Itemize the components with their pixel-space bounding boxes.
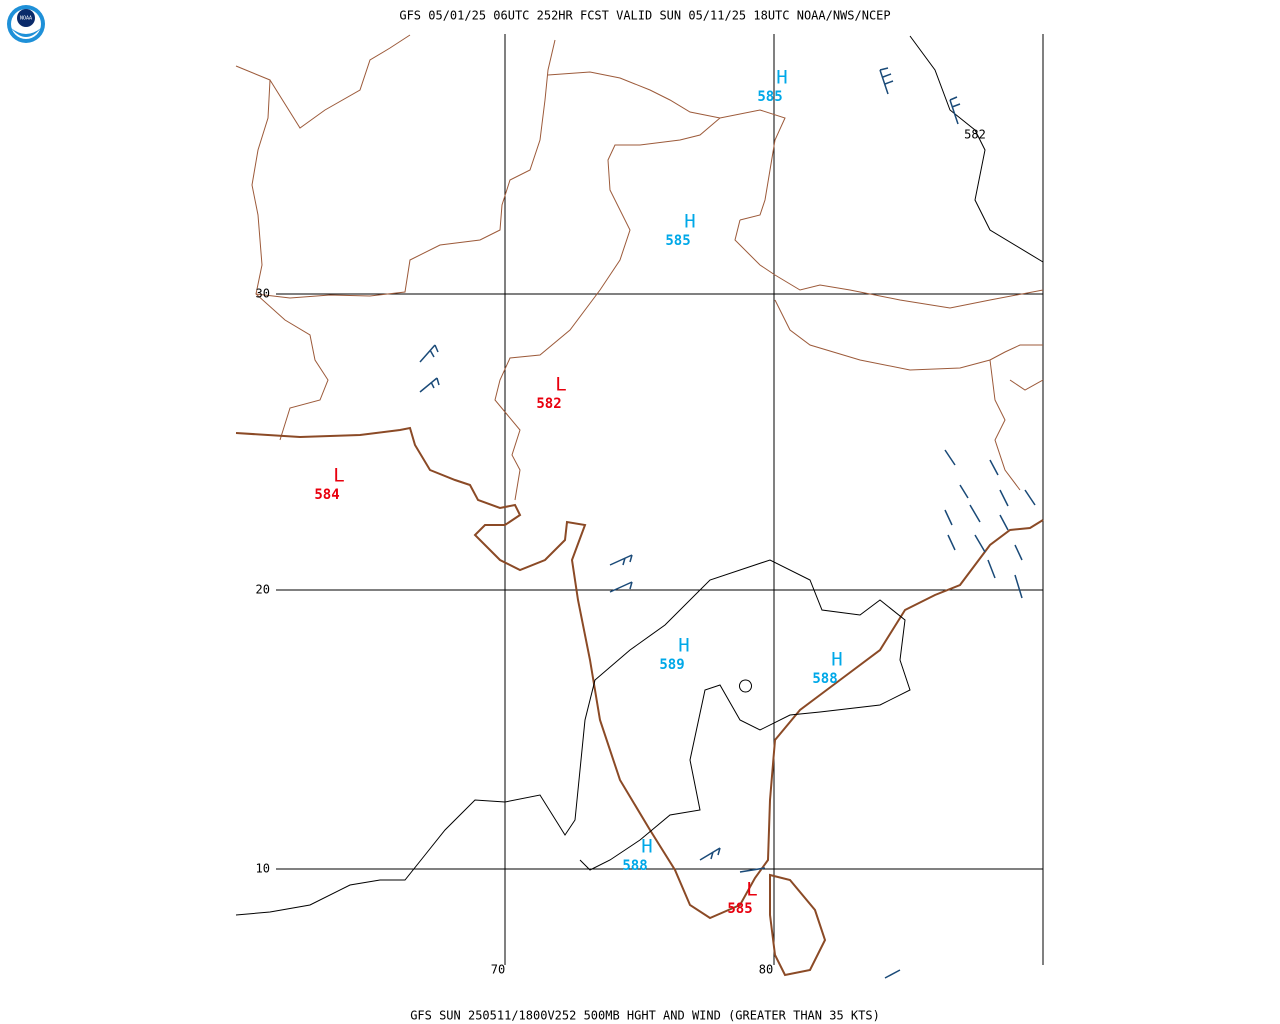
header: GFS 05/01/25 06UTC 252HR FCST VALID SUN … (399, 9, 890, 23)
contour-label: 582 (964, 128, 986, 142)
logo: NOAA (7, 5, 45, 43)
system-value: 584 (314, 487, 339, 503)
system-value: 585 (665, 233, 690, 249)
longitude-label: 70 (491, 963, 505, 977)
system-value: 589 (659, 657, 684, 673)
footer: GFS SUN 250511/1800V252 500MB HGHT AND W… (410, 1009, 880, 1023)
wind-barbs (419, 67, 1036, 979)
system-value: 585 (757, 89, 782, 105)
latitude-label: 10 (256, 862, 270, 876)
system-value: 585 (727, 901, 752, 917)
system-value: 588 (812, 671, 837, 687)
system-symbol: L (555, 374, 566, 396)
system-symbol: H (684, 211, 695, 233)
borders (235, 34, 1044, 501)
system-symbol: H (641, 836, 652, 858)
system-value: 588 (622, 858, 647, 874)
longitude-label: 80 (759, 963, 773, 977)
system-symbol: H (678, 635, 689, 657)
system-symbol: L (746, 879, 757, 901)
logo-text: NOAA (20, 16, 32, 22)
system-symbol: H (831, 649, 842, 671)
system-symbol: H (776, 67, 787, 89)
system-symbol: L (333, 465, 344, 487)
latitude-label: 30 (256, 287, 270, 301)
system-value: 582 (536, 396, 561, 412)
latitude-label: 20 (256, 583, 270, 597)
